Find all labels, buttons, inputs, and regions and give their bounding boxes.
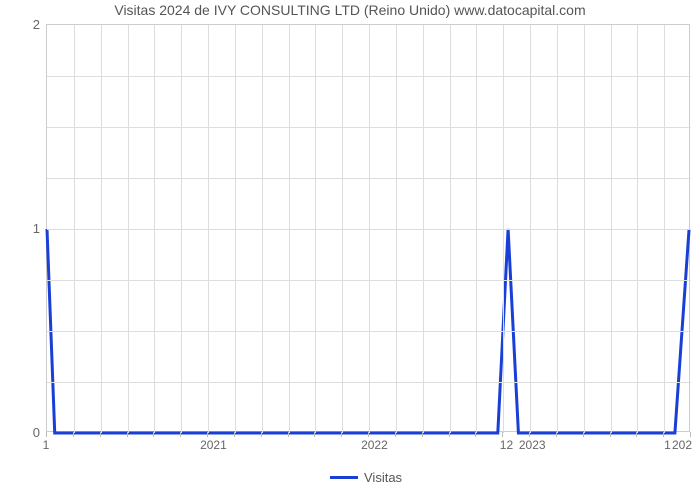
x-axis-tick	[556, 432, 557, 437]
x-axis-tick	[636, 432, 637, 437]
x-axis-tick	[314, 432, 315, 437]
x-axis-tick	[341, 432, 342, 437]
plot-area	[46, 24, 690, 432]
gridline-horizontal	[47, 127, 691, 128]
gridline-horizontal	[47, 382, 691, 383]
gridline-horizontal	[47, 76, 691, 77]
x-axis-tick-label: 12	[500, 438, 513, 452]
gridline-horizontal	[47, 331, 691, 332]
x-axis-tick-label: 202	[672, 438, 692, 452]
gridline-horizontal	[47, 229, 691, 230]
x-axis-tick	[261, 432, 262, 437]
x-axis-tick	[127, 432, 128, 437]
x-axis-tick	[368, 432, 369, 437]
y-axis-tick-label: 0	[33, 425, 40, 440]
chart-container: { "chart": { "type": "line", "title": "V…	[0, 0, 700, 500]
legend-label: Visitas	[364, 470, 402, 485]
x-axis-tick	[73, 432, 74, 437]
x-axis-tick	[449, 432, 450, 437]
x-axis-tick	[395, 432, 396, 437]
x-axis-tick	[663, 432, 664, 437]
chart-title: Visitas 2024 de IVY CONSULTING LTD (Rein…	[0, 2, 700, 18]
x-axis-tick	[610, 432, 611, 437]
x-axis-tick-label: 2021	[200, 438, 227, 452]
x-axis-tick	[46, 432, 47, 437]
x-axis-tick-label: 2022	[361, 438, 388, 452]
y-axis-tick-label: 2	[33, 17, 40, 32]
x-axis-tick	[422, 432, 423, 437]
x-axis-tick	[100, 432, 101, 437]
y-axis-tick-label: 1	[33, 221, 40, 236]
x-axis-tick	[529, 432, 530, 437]
gridline-horizontal	[47, 280, 691, 281]
x-axis-tick	[288, 432, 289, 437]
x-axis-tick-label: 1	[43, 438, 50, 452]
x-axis-tick-label: 1	[664, 438, 671, 452]
x-axis-tick	[502, 432, 503, 437]
x-axis-tick-label: 2023	[519, 438, 546, 452]
x-axis-tick	[153, 432, 154, 437]
x-axis-tick	[180, 432, 181, 437]
legend-swatch	[330, 476, 358, 479]
x-axis-tick	[690, 432, 691, 437]
x-axis-tick	[475, 432, 476, 437]
x-axis-tick	[234, 432, 235, 437]
x-axis-tick	[583, 432, 584, 437]
legend: Visitas	[330, 470, 402, 485]
x-axis-tick	[207, 432, 208, 437]
gridline-horizontal	[47, 178, 691, 179]
